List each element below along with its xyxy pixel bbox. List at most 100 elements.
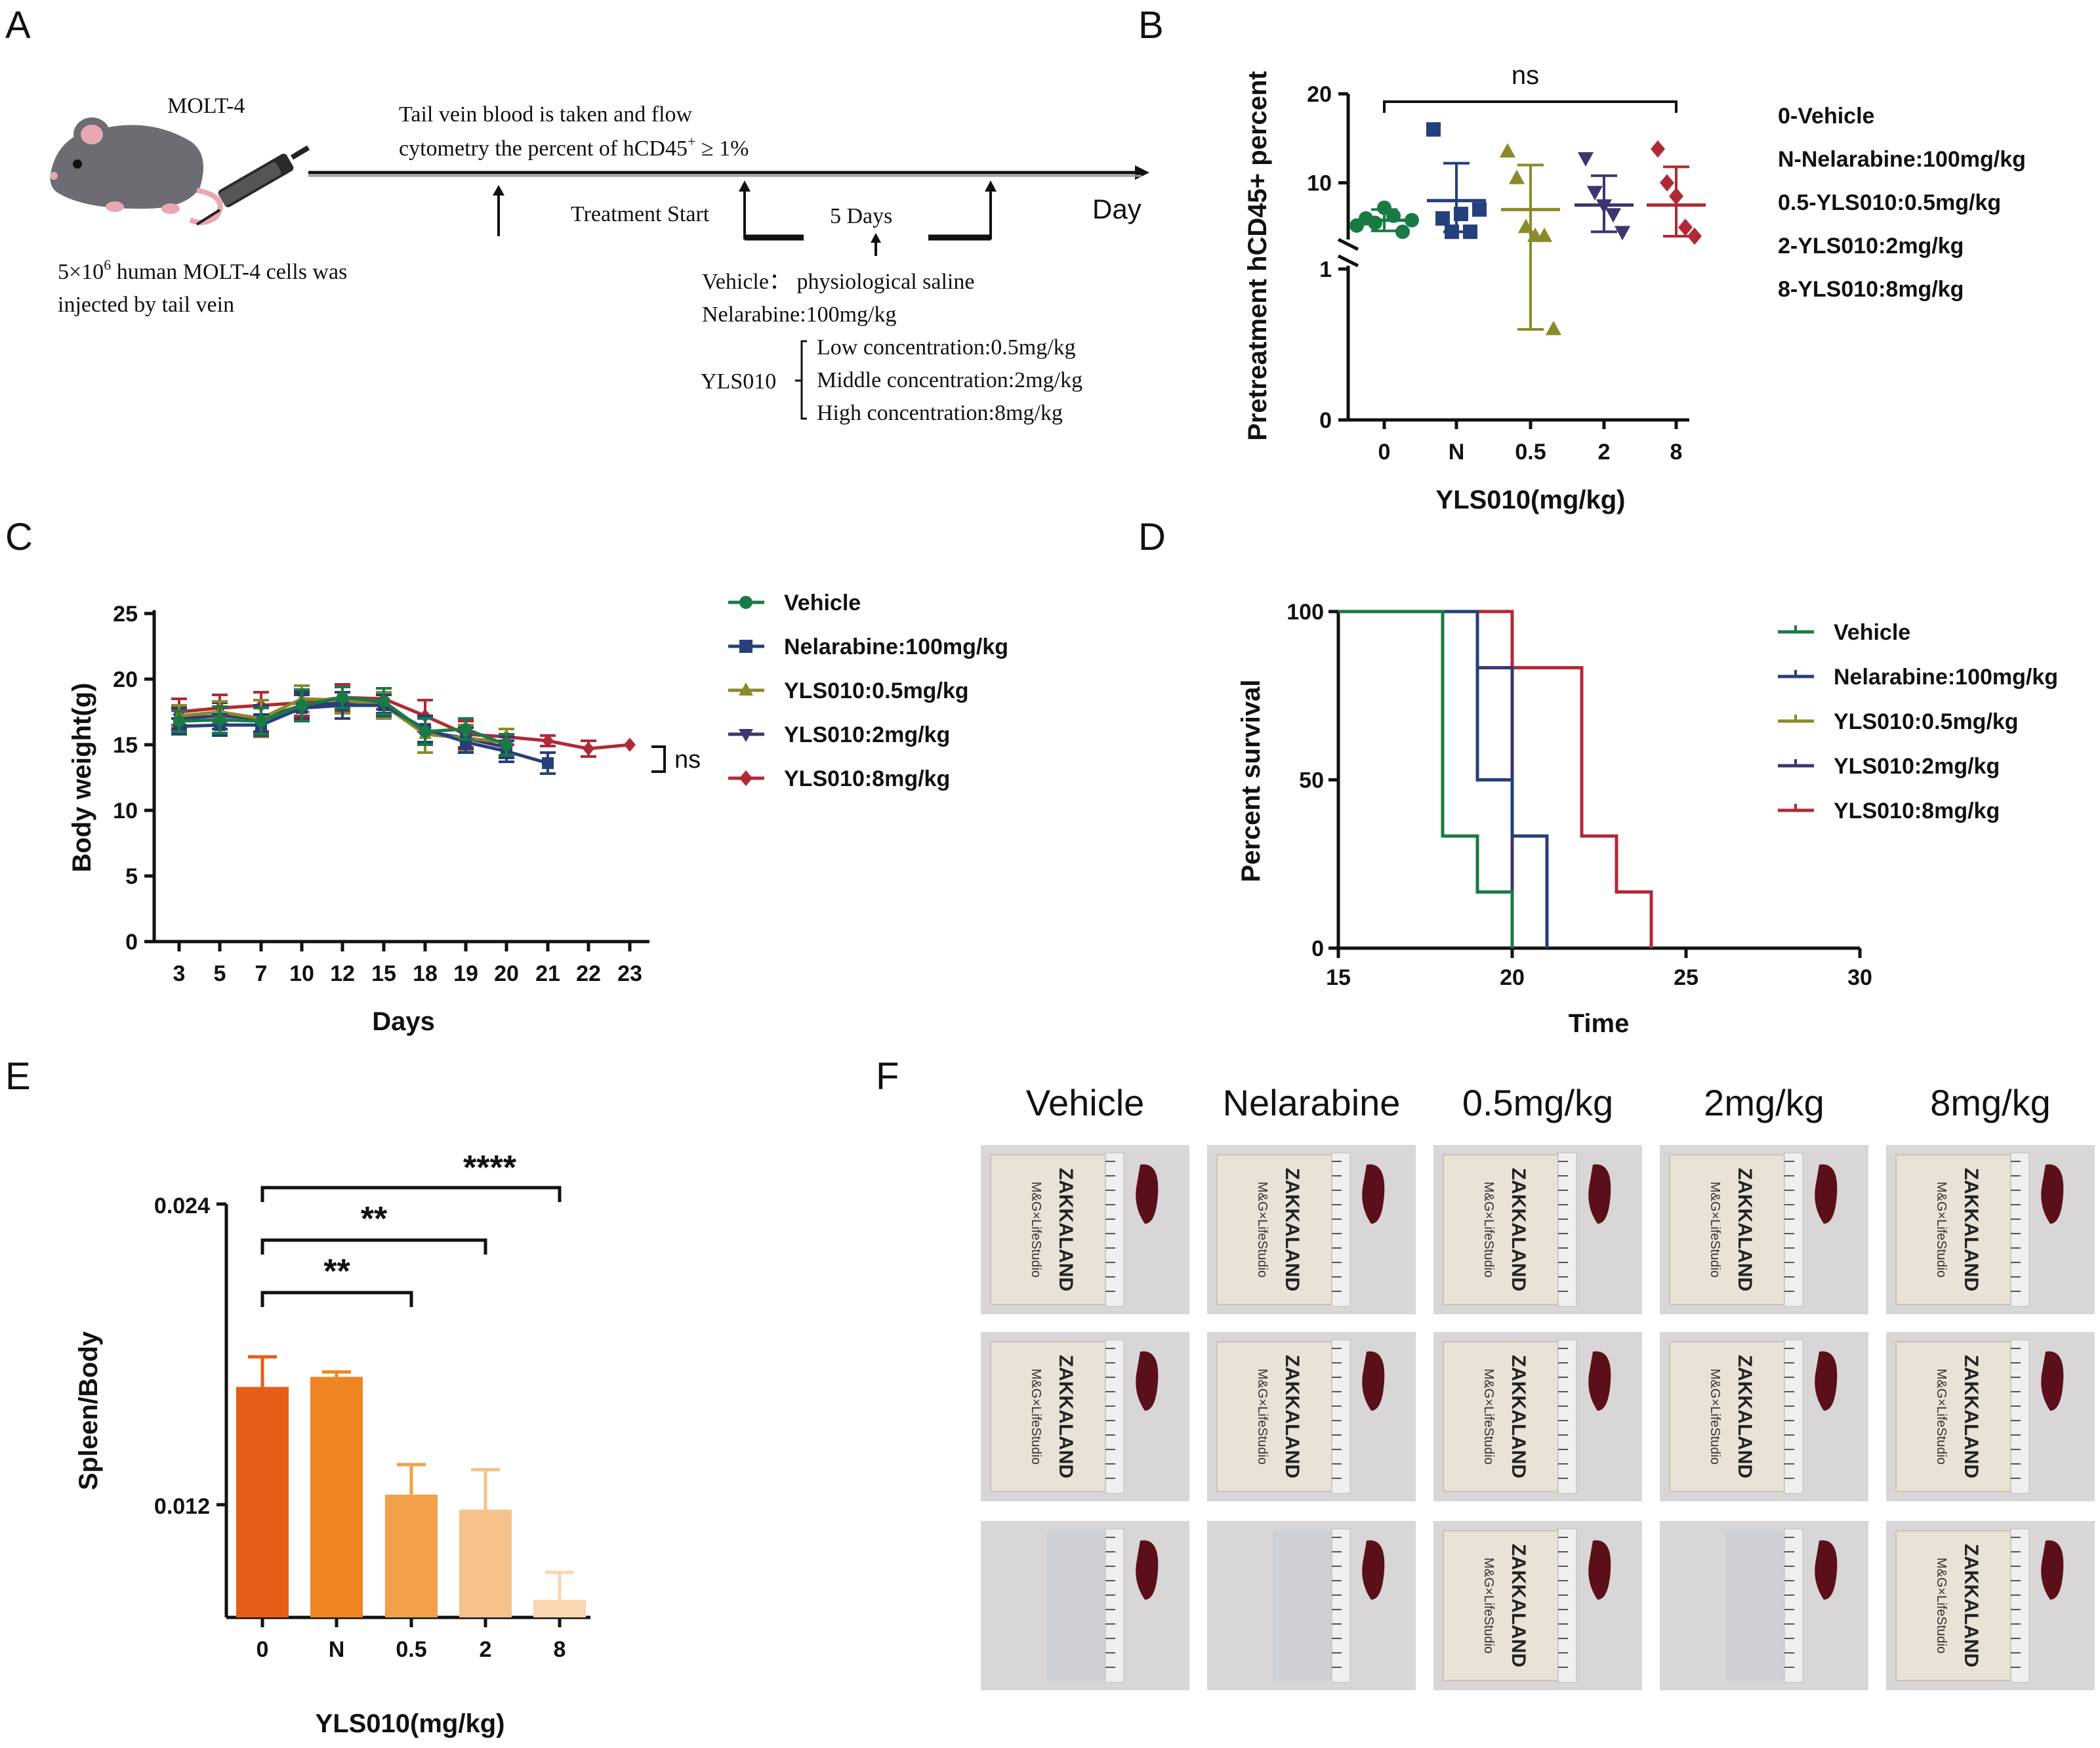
treatment-end-bracket (928, 180, 997, 241)
box-sub-text: M&G×LifeStudio (1255, 1182, 1269, 1278)
ruler (1784, 1528, 1803, 1683)
y-tick-label: 0 (1319, 408, 1332, 433)
ruler (1557, 1528, 1577, 1683)
legend-marker (739, 682, 753, 696)
y-tick-label: 0.012 (154, 1494, 210, 1519)
data-point (1586, 186, 1603, 201)
column-title: Nelarabine (1223, 1082, 1401, 1123)
ruler (1784, 1339, 1803, 1494)
y-tick-label: 25 (113, 602, 138, 627)
data-point (1614, 226, 1631, 241)
chart-d: 0 50 100 15 20 25 30 Percent survival Time Vehicl… (1237, 600, 2058, 1038)
ruler (2010, 1528, 2030, 1683)
box-sub-text: M&G×LifeStudio (1934, 1558, 1948, 1654)
panel-f: F Vehicle Nelarabine 0.5mg/kg 2mg/kg 8mg/kg Z… (876, 1055, 2095, 1690)
label-box (990, 1341, 1106, 1492)
label-box (1216, 1154, 1332, 1305)
x-tick-label: 23 (617, 961, 642, 986)
panel-label-d: D (1138, 516, 1166, 558)
survival-curve (1338, 610, 1549, 948)
significance-bracket (260, 1291, 413, 1307)
box-brand-text: ZAKKALAND (1055, 1355, 1077, 1478)
bar (533, 1600, 586, 1617)
legend-marker (739, 596, 752, 609)
dose-bracket (795, 340, 807, 420)
spleen-specimen (2041, 1351, 2064, 1411)
legend-marker (739, 770, 752, 786)
ruler (1331, 1339, 1351, 1494)
column-title: 2mg/kg (1704, 1082, 1824, 1123)
injection-text-line1: 5×106 human MOLT-4 cells was (58, 257, 347, 284)
photo-cell (1660, 1521, 1868, 1690)
label-box (1669, 1154, 1785, 1305)
x-tick-label: 25 (1674, 965, 1699, 990)
treatment-start-bracket (739, 180, 804, 241)
y-tick-label: 20 (113, 667, 138, 692)
photo-cell: ZAKKALAND M&G×LifeStudio (1433, 1332, 1642, 1501)
y-axis-title: Percent survival (1237, 679, 1266, 882)
data-point (1687, 227, 1702, 245)
label-box (1669, 1341, 1785, 1492)
data-point (1395, 224, 1410, 239)
spleen-specimen (1362, 1540, 1385, 1600)
day-label: Day (1092, 194, 1142, 224)
survival-curve (1338, 610, 1514, 948)
spleen-specimen (1362, 1164, 1385, 1224)
label-box (1216, 1341, 1332, 1492)
panel-a: A MOLT-4 5×106 human MOLT-4 cells was in… (5, 4, 1149, 425)
x-tick-label: 0.5 (396, 1637, 426, 1662)
photo-cell: ZAKKALAND M&G×LifeStudio (981, 1145, 1189, 1314)
axis-break-mark (1337, 254, 1359, 268)
arrow-five-days (871, 233, 881, 256)
yls010-label: YLS010 (701, 369, 776, 394)
panel-label-a: A (5, 4, 31, 47)
data-point (337, 692, 348, 703)
data-point (419, 726, 431, 738)
spleen-specimen (1136, 1540, 1159, 1600)
column-title: 0.5mg/kg (1462, 1082, 1613, 1123)
photo-cell: ZAKKALAND M&G×LifeStudio (1886, 1332, 2095, 1501)
panel-label-c: C (5, 516, 33, 558)
spleen-specimen (2041, 1540, 2064, 1600)
legend-entry: N-Nelarabine:100mg/kg (1778, 147, 2026, 172)
legend-entry: 0-Vehicle (1778, 104, 1874, 129)
x-axis-title: YLS010(mg/kg) (316, 1709, 505, 1738)
spleen-specimen (1588, 1540, 1611, 1600)
box-sub-text: M&G×LifeStudio (1481, 1182, 1496, 1278)
x-tick-label: 30 (1847, 965, 1872, 990)
bar (459, 1509, 512, 1617)
label-box (1443, 1341, 1559, 1492)
ns-bracket (651, 745, 666, 773)
blood-text-line2: cytometry the percent of hCD45+ ≥ 1% (399, 133, 749, 161)
photo-cell: ZAKKALAND M&G×LifeStudio (1660, 1332, 1868, 1501)
data-point (1678, 218, 1693, 236)
data-point (296, 699, 308, 711)
injection-text-line2: injected by tail vein (58, 293, 234, 317)
box-sub-text: M&G×LifeStudio (1934, 1369, 1948, 1465)
y-tick-label: 10 (1307, 171, 1332, 196)
box-brand-text: ZAKKALAND (1734, 1168, 1756, 1291)
y-tick-label: 50 (1299, 768, 1324, 793)
data-point (173, 715, 185, 727)
ruler (1331, 1528, 1351, 1683)
x-tick-label: 20 (1500, 965, 1525, 990)
x-tick-label: 20 (494, 961, 519, 986)
y-axis-title: Spleen/Body (74, 1331, 103, 1490)
legend-entry: YLS010:2mg/kg (1834, 754, 2000, 779)
significance-bracket (1383, 100, 1678, 113)
timeline-arrowhead (1135, 165, 1149, 180)
photo-cell: ZAKKALAND M&G×LifeStudio (1433, 1521, 1642, 1690)
spleen-specimen (1815, 1164, 1838, 1224)
spleen-specimen (1136, 1351, 1159, 1411)
x-tick-label: 0.5 (1515, 440, 1546, 465)
data-point (1545, 320, 1562, 335)
y-tick-label: 0 (125, 930, 138, 955)
significance-label: ** (361, 1200, 388, 1238)
x-tick-label: 21 (535, 961, 560, 986)
spleen-specimen (1362, 1351, 1385, 1411)
y-tick-label: 0 (1311, 936, 1324, 961)
legend-entry: Vehicle (1834, 620, 1910, 645)
panel-c: C 0 5 10 15 20 25 3 5 7 10 12 15 18 19 20 21 22 23 Body we… (5, 516, 1008, 1036)
box-brand-text: ZAKKALAND (1508, 1168, 1529, 1291)
mouse-label: MOLT-4 (167, 94, 245, 118)
